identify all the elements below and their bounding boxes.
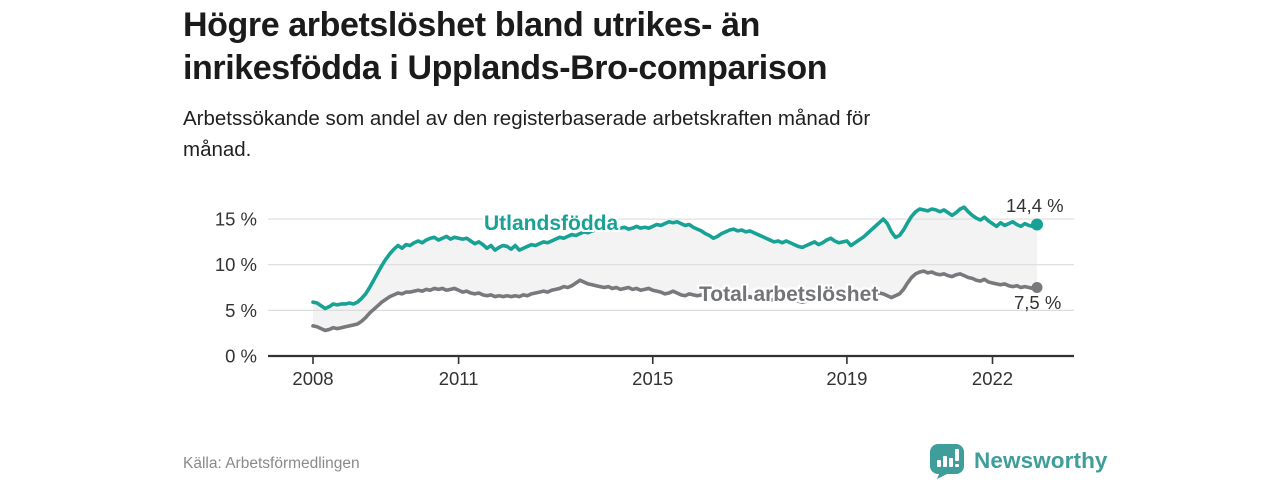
series-end-dot-total: [1031, 282, 1043, 294]
y-tick-label-15: 15 %: [215, 209, 257, 230]
x-tick-label-2019: 2019: [826, 368, 867, 389]
y-tick-label-0: 0 %: [225, 346, 257, 367]
series-line-utlandsfodda: [311, 205, 1039, 311]
newsworthy-logo-icon: [930, 444, 964, 479]
source-attribution: Källa: Arbetsförmedlingen: [183, 455, 360, 472]
page-title: Högre arbetslöshet bland utrikes- än inr…: [183, 4, 1083, 90]
x-tick-label-2015: 2015: [632, 368, 673, 389]
title-line-2: inrikesfödda i Upplands-Bro-comparison: [183, 49, 828, 87]
newsworthy-wordmark: Newsworthy: [974, 448, 1108, 473]
y-tick-label-5: 5 %: [225, 300, 257, 321]
newsworthy-logo[interactable]: Newsworthy: [929, 443, 1108, 479]
subtitle-line-1: Arbetssökande som andel av den registerb…: [183, 107, 871, 130]
series-label-total-arbetsloshet: Total arbetslöshet: [699, 283, 879, 306]
chart-subtitle: Arbetssökande som andel av den registerb…: [183, 103, 1063, 165]
x-tick-label-2022: 2022: [972, 368, 1013, 389]
end-value-label-utlandsfodda: 14,4 %: [1006, 195, 1064, 216]
title-line-1: Högre arbetslöshet bland utrikes- än: [183, 6, 760, 44]
end-value-label-total: 7,5 %: [1014, 292, 1062, 313]
series-end-dot-utlandsfodda: [1031, 218, 1043, 231]
x-tick-label-2011: 2011: [439, 368, 479, 389]
x-tick-label-2008: 2008: [292, 368, 333, 389]
fill-between-series: [313, 207, 1037, 331]
y-tick-label-10: 10 %: [215, 254, 257, 275]
subtitle-line-2: månad.: [183, 138, 252, 161]
series-label-utlandsfodda: Utlandsfödda: [484, 212, 619, 235]
series-line-total: [311, 269, 1039, 333]
